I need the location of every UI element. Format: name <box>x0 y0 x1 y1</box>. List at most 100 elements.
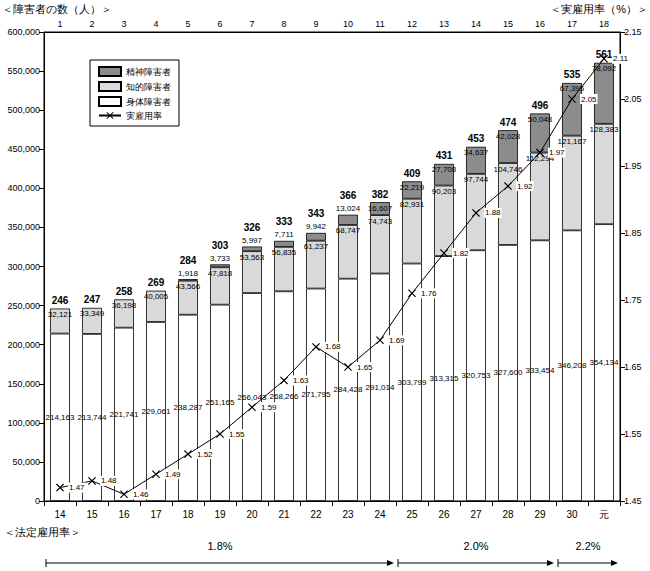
svg-text:238,287: 238,287 <box>174 403 203 412</box>
svg-text:11: 11 <box>375 19 384 29</box>
svg-text:3: 3 <box>121 19 126 29</box>
svg-text:128,383: 128,383 <box>590 125 619 134</box>
svg-text:1.97: 1.97 <box>549 148 565 157</box>
svg-text:13,024: 13,024 <box>336 204 361 213</box>
svg-text:90,203: 90,203 <box>432 187 457 196</box>
svg-text:246: 246 <box>52 295 69 306</box>
svg-text:5: 5 <box>185 19 190 29</box>
svg-text:1.85: 1.85 <box>624 228 642 238</box>
svg-text:15: 15 <box>503 19 513 29</box>
svg-text:22: 22 <box>310 509 322 520</box>
svg-text:82,931: 82,931 <box>400 200 425 209</box>
svg-text:1.68: 1.68 <box>325 342 341 351</box>
svg-text:354,134: 354,134 <box>590 358 619 367</box>
svg-text:346,208: 346,208 <box>558 361 587 370</box>
svg-text:知的障害者: 知的障害者 <box>126 82 171 92</box>
svg-text:333: 333 <box>276 216 293 227</box>
svg-text:19: 19 <box>214 509 226 520</box>
svg-text:431: 431 <box>436 150 453 161</box>
svg-text:42,028: 42,028 <box>496 132 521 141</box>
svg-text:266,043: 266,043 <box>238 393 267 402</box>
svg-text:27: 27 <box>470 509 482 520</box>
svg-text:34,637: 34,637 <box>464 148 489 157</box>
svg-text:22,219: 22,219 <box>400 183 425 192</box>
svg-text:2.11: 2.11 <box>613 54 629 63</box>
svg-text:1.63: 1.63 <box>293 376 309 385</box>
svg-text:200,000: 200,000 <box>7 340 40 350</box>
svg-text:1.8%: 1.8% <box>207 540 232 552</box>
svg-text:409: 409 <box>404 168 421 179</box>
svg-text:＜障害者の数（人）＞: ＜障害者の数（人）＞ <box>2 3 112 15</box>
svg-text:32,121: 32,121 <box>48 310 73 319</box>
svg-text:1.92: 1.92 <box>517 182 533 191</box>
svg-text:366: 366 <box>340 190 357 201</box>
svg-text:1: 1 <box>57 19 62 29</box>
svg-text:104,746: 104,746 <box>494 165 523 174</box>
svg-text:2: 2 <box>89 19 94 29</box>
svg-text:343: 343 <box>308 208 325 219</box>
svg-text:327,600: 327,600 <box>494 368 523 377</box>
svg-text:1.82: 1.82 <box>453 249 469 258</box>
svg-text:251,165: 251,165 <box>206 398 235 407</box>
svg-text:1.69: 1.69 <box>389 336 405 345</box>
svg-text:214,163: 214,163 <box>46 413 75 422</box>
svg-text:326: 326 <box>244 222 261 233</box>
svg-text:2.2%: 2.2% <box>575 540 600 552</box>
svg-text:23: 23 <box>342 509 354 520</box>
svg-text:61,237: 61,237 <box>304 242 329 251</box>
svg-text:18: 18 <box>599 19 609 29</box>
svg-text:12: 12 <box>407 19 417 29</box>
svg-text:50,000: 50,000 <box>12 457 40 467</box>
svg-text:291,014: 291,014 <box>366 383 395 392</box>
svg-text:313,315: 313,315 <box>430 374 459 383</box>
svg-text:400,000: 400,000 <box>7 183 40 193</box>
svg-text:320,753: 320,753 <box>462 371 491 380</box>
svg-text:303: 303 <box>212 240 229 251</box>
svg-text:47,818: 47,818 <box>208 269 233 278</box>
svg-text:28: 28 <box>502 509 514 520</box>
svg-text:496: 496 <box>532 100 549 111</box>
svg-text:258: 258 <box>116 286 133 297</box>
svg-text:2.0%: 2.0% <box>463 540 488 552</box>
svg-text:303,799: 303,799 <box>398 378 427 387</box>
svg-text:1.55: 1.55 <box>229 430 245 439</box>
svg-text:1.76: 1.76 <box>421 289 437 298</box>
svg-text:100,000: 100,000 <box>7 418 40 428</box>
svg-text:221,741: 221,741 <box>110 410 139 419</box>
svg-text:26: 26 <box>438 509 450 520</box>
svg-text:450,000: 450,000 <box>7 144 40 154</box>
svg-text:1.52: 1.52 <box>197 450 213 459</box>
svg-text:269: 269 <box>148 277 165 288</box>
svg-text:382: 382 <box>372 189 389 200</box>
svg-text:0: 0 <box>35 496 40 506</box>
svg-text:10: 10 <box>343 19 353 29</box>
svg-text:600,000: 600,000 <box>7 27 40 37</box>
svg-text:229,061: 229,061 <box>142 407 171 416</box>
svg-text:21: 21 <box>278 509 290 520</box>
svg-text:7: 7 <box>249 19 254 29</box>
svg-text:25: 25 <box>406 509 418 520</box>
svg-text:268,266: 268,266 <box>270 392 299 401</box>
svg-text:550,000: 550,000 <box>7 66 40 76</box>
svg-text:8: 8 <box>281 19 286 29</box>
svg-text:16: 16 <box>118 509 130 520</box>
svg-text:2.05: 2.05 <box>581 95 597 104</box>
svg-text:5,997: 5,997 <box>242 236 263 245</box>
svg-text:74,743: 74,743 <box>368 217 393 226</box>
svg-text:150,000: 150,000 <box>7 379 40 389</box>
svg-text:2.05: 2.05 <box>624 94 642 104</box>
svg-text:474: 474 <box>500 117 517 128</box>
svg-text:43,566: 43,566 <box>176 282 201 291</box>
svg-text:33,349: 33,349 <box>80 309 105 318</box>
svg-text:元: 元 <box>599 509 609 520</box>
svg-text:実雇用率: 実雇用率 <box>126 111 162 121</box>
svg-text:97,744: 97,744 <box>464 175 489 184</box>
svg-text:3,733: 3,733 <box>210 254 231 263</box>
svg-text:1,918: 1,918 <box>178 269 199 278</box>
svg-text:29: 29 <box>534 509 546 520</box>
svg-text:1.49: 1.49 <box>165 470 181 479</box>
svg-text:1.46: 1.46 <box>133 490 149 499</box>
svg-text:40,005: 40,005 <box>144 292 169 301</box>
svg-text:6: 6 <box>217 19 222 29</box>
svg-text:1.88: 1.88 <box>485 208 501 217</box>
